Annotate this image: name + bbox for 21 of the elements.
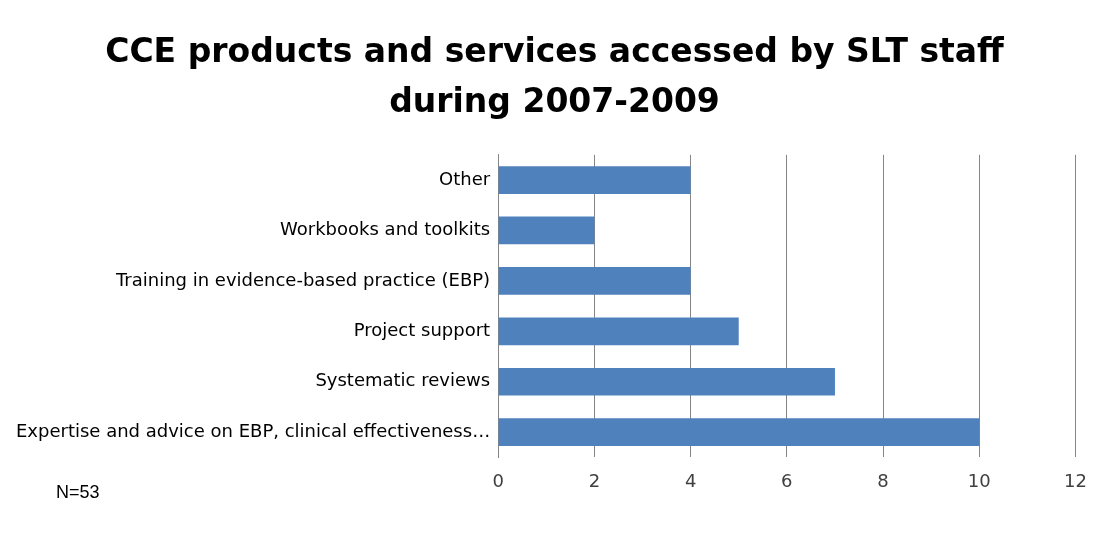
bar: [498, 317, 739, 346]
x-tick-label: 8: [877, 469, 889, 491]
bar: [498, 216, 595, 245]
bar: [498, 418, 980, 447]
y-tick-label: Project support: [353, 318, 491, 340]
y-tick-label: Systematic reviews: [315, 369, 491, 391]
x-tick-label: 6: [781, 469, 793, 491]
y-tick-label: Training in evidence-based practice (EBP): [114, 268, 491, 290]
x-tick-label: 2: [588, 469, 601, 491]
bar: [498, 367, 835, 396]
bar: [498, 267, 691, 295]
x-tick-label: 10: [967, 469, 991, 491]
y-tick-label: Workbooks and toolkits: [280, 218, 491, 240]
y-tick-label: Other: [439, 167, 491, 189]
text: N=53: [56, 481, 100, 502]
y-tick-label: Expertise and advice on EBP, clinical effectiveness…: [15, 419, 491, 441]
chart-title: CCE products and services accessed by SLT staff during 2007-2009: [104, 30, 1005, 122]
bar: [498, 166, 691, 194]
x-tick-label: 12: [1064, 469, 1087, 491]
x-tick-label: 0: [492, 469, 504, 491]
x-tick-label: 4: [684, 469, 697, 491]
